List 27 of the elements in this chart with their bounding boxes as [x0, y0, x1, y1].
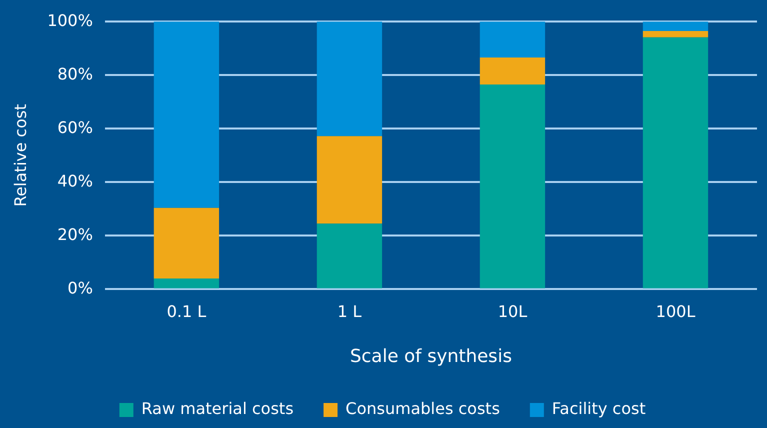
bar [316, 224, 382, 288]
bar [642, 22, 708, 31]
y-tick-label: 20% [57, 224, 93, 244]
bar [480, 84, 546, 288]
bar [154, 208, 220, 278]
y-axis-title: Relative cost [10, 104, 30, 207]
x-tick-label: 10L [498, 302, 528, 321]
legend-label: Facility cost [552, 399, 646, 418]
bar [154, 278, 220, 288]
bar [316, 22, 382, 136]
y-tick-label: 60% [57, 118, 93, 137]
x-axis-title: Scale of synthesis [350, 346, 512, 367]
legend-label: Raw material costs [141, 399, 294, 418]
x-tick-label: 0.1 L [166, 302, 206, 321]
bar [480, 57, 546, 84]
bar [642, 37, 708, 288]
x-tick-label: 1 L [337, 302, 362, 321]
bar [316, 136, 382, 224]
bar [642, 30, 708, 38]
bar [480, 22, 546, 58]
y-tick-label: 40% [57, 171, 93, 190]
y-tick-label: 0% [68, 278, 93, 298]
bar [154, 22, 220, 208]
x-tick-label: 100L [656, 302, 696, 321]
y-tick-label: 80% [57, 64, 93, 84]
legend-label: Consumables costs [346, 399, 500, 418]
y-tick-label: 100% [47, 10, 93, 30]
